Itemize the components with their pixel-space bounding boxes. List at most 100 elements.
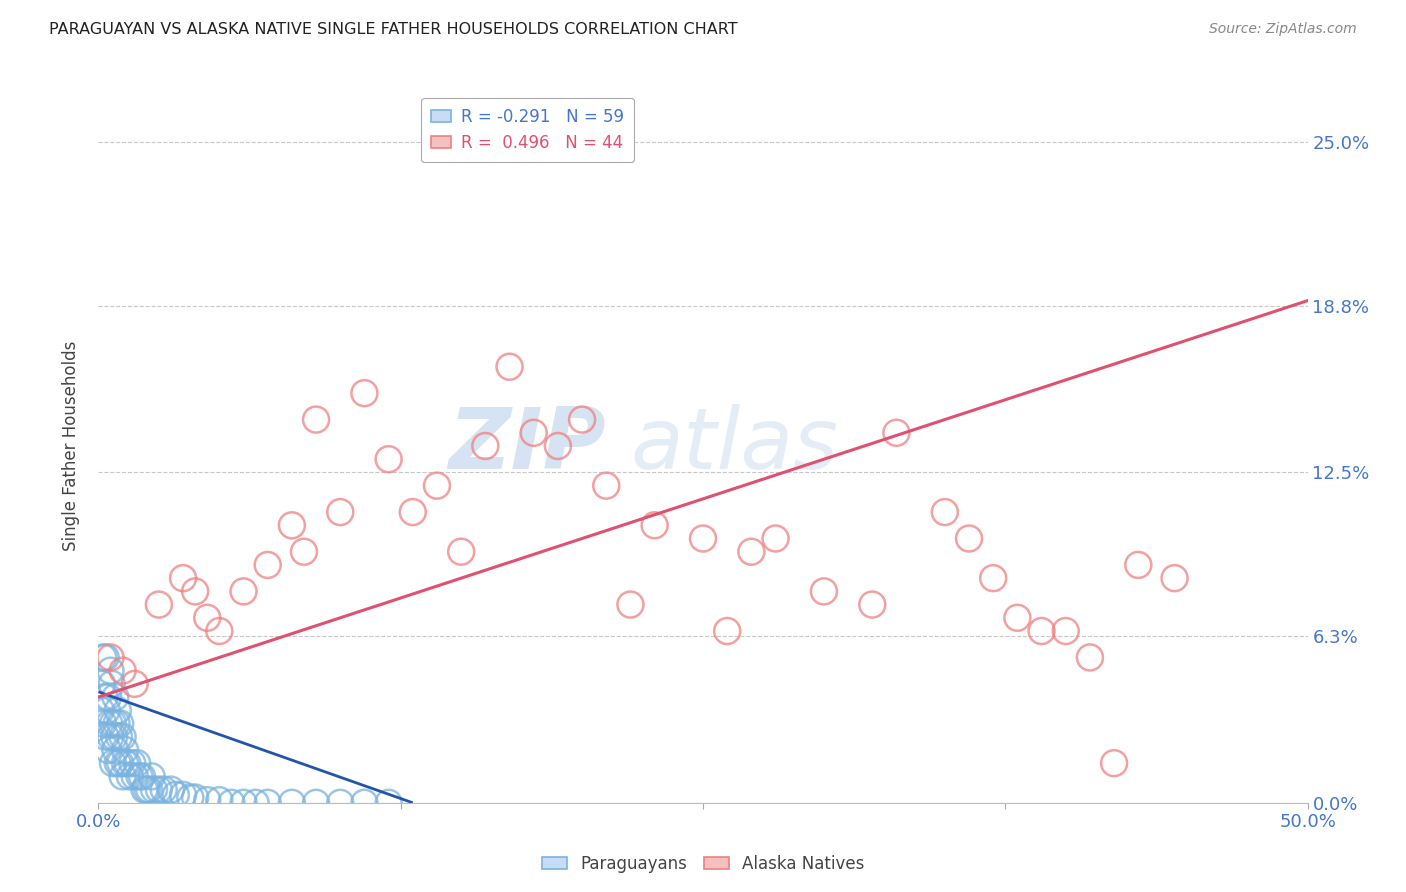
Point [100,664,122,678]
Point [981,571,1004,585]
Point [329,796,352,810]
Point [100,730,122,744]
Text: ZIP: ZIP [449,404,606,488]
Point [148,598,170,612]
Point [104,743,127,757]
Point [111,664,134,678]
Point [124,769,146,783]
Point [450,545,472,559]
Point [103,730,125,744]
Point [1007,611,1029,625]
Point [765,532,787,546]
Point [135,782,157,797]
Point [886,425,908,440]
Point [127,756,149,771]
Point [547,439,569,453]
Point [595,478,617,492]
Point [148,782,170,797]
Point [131,769,153,783]
Point [184,584,207,599]
Point [111,730,134,744]
Point [94,650,117,665]
Point [353,796,375,810]
Point [1102,756,1125,771]
Point [165,788,187,802]
Point [138,782,160,797]
Point [1163,571,1185,585]
Point [232,584,254,599]
Point [619,598,641,612]
Point [172,571,194,585]
Point [124,677,146,691]
Point [97,743,120,757]
Point [118,769,141,783]
Point [305,796,328,810]
Point [107,756,129,771]
Point [90,703,112,717]
Point [245,796,267,810]
Point [377,796,399,810]
Point [143,782,166,797]
Point [232,796,254,810]
Point [93,690,115,704]
Text: atlas: atlas [630,404,838,488]
Point [523,425,546,440]
Point [105,716,128,731]
Point [121,756,143,771]
Point [101,756,124,771]
Point [1054,624,1077,638]
Point [221,796,243,810]
Point [97,690,120,704]
Point [402,505,425,519]
Legend: Paraguayans, Alaska Natives: Paraguayans, Alaska Natives [536,848,870,880]
Point [329,505,352,519]
Point [426,478,449,492]
Point [108,716,131,731]
Text: Source: ZipAtlas.com: Source: ZipAtlas.com [1209,22,1357,37]
Point [353,386,375,401]
Point [692,532,714,546]
Point [1128,558,1150,572]
Point [208,793,231,807]
Point [740,545,762,559]
Point [101,716,124,731]
Point [195,611,218,625]
Point [305,412,328,426]
Point [152,782,174,797]
Point [498,359,520,374]
Point [91,716,114,731]
Point [91,677,114,691]
Point [208,624,231,638]
Legend: R = -0.291   N = 59, R =  0.496   N = 44: R = -0.291 N = 59, R = 0.496 N = 44 [422,97,634,161]
Point [107,703,129,717]
Point [860,598,883,612]
Point [141,769,163,783]
Text: PARAGUAYAN VS ALASKA NATIVE SINGLE FATHER HOUSEHOLDS CORRELATION CHART: PARAGUAYAN VS ALASKA NATIVE SINGLE FATHE… [49,22,738,37]
Point [957,532,980,546]
Point [716,624,738,638]
Point [114,756,136,771]
Point [111,769,134,783]
Point [281,796,304,810]
Point [813,584,835,599]
Point [104,690,127,704]
Point [172,788,194,802]
Point [377,452,399,467]
Point [91,650,114,665]
Point [128,769,150,783]
Point [160,782,183,797]
Point [94,730,117,744]
Point [256,558,278,572]
Point [108,730,131,744]
Point [1078,650,1101,665]
Point [195,793,218,807]
Point [108,756,131,771]
Point [571,412,593,426]
Point [256,796,278,810]
Y-axis label: Single Father Households: Single Father Households [62,341,80,551]
Point [1031,624,1053,638]
Point [117,756,139,771]
Point [281,518,304,533]
Point [100,650,122,665]
Point [292,545,315,559]
